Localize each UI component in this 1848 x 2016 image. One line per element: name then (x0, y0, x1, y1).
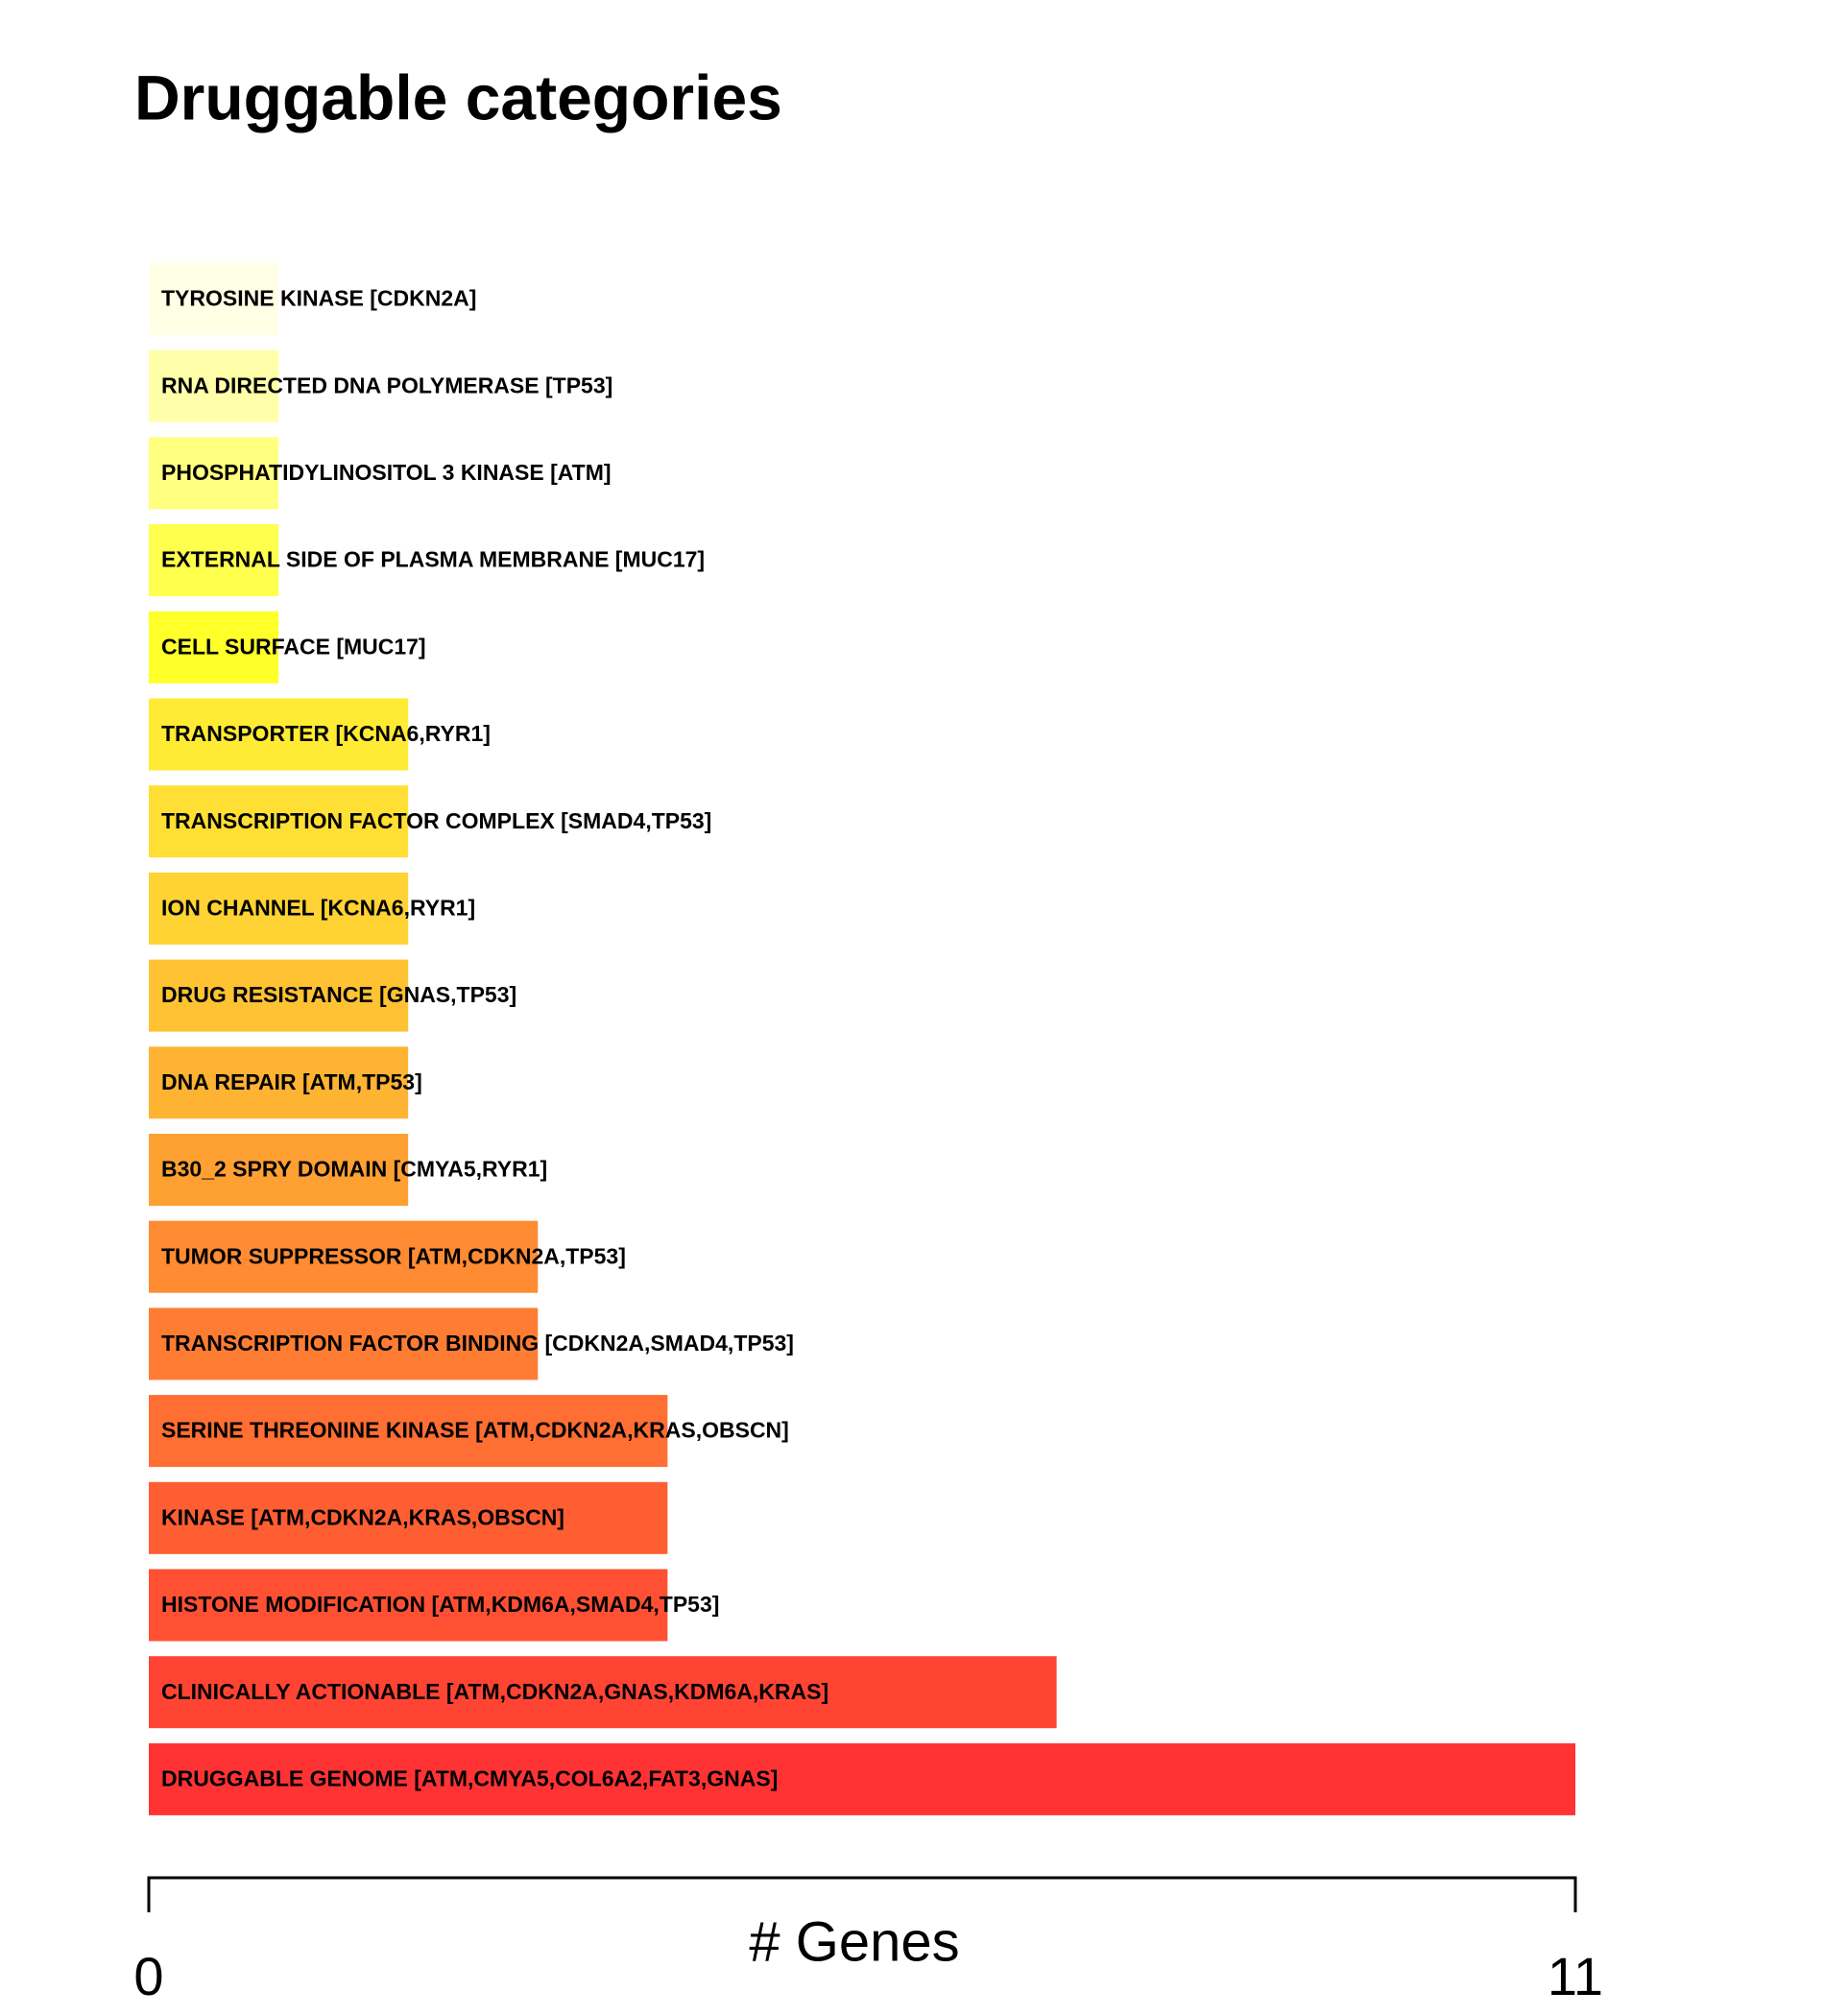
bar-label: B30_2 SPRY DOMAIN [CMYA5,RYR1] (161, 1157, 547, 1182)
bar-label: ION CHANNEL [KCNA6,RYR1] (161, 895, 475, 920)
bar-label: RNA DIRECTED DNA POLYMERASE [TP53] (161, 372, 612, 397)
bar-label: SERINE THREONINE KINASE [ATM,CDKN2A,KRAS… (161, 1418, 789, 1443)
bar (149, 611, 279, 684)
x-tick-label: 11 (1548, 1946, 1603, 2006)
bar-label: CELL SURFACE [MUC17] (161, 634, 426, 659)
bar (149, 437, 279, 510)
x-axis-label: # Genes (749, 1910, 959, 1973)
bar (149, 1481, 668, 1554)
bar-label: EXTERNAL SIDE OF PLASMA MEMBRANE [MUC17] (161, 547, 705, 572)
bar (149, 1046, 409, 1119)
bar (149, 785, 409, 858)
bar (149, 1220, 539, 1293)
x-tick-label: 0 (133, 1946, 163, 2006)
bar-label: CLINICALLY ACTIONABLE [ATM,CDKN2A,GNAS,K… (161, 1679, 828, 1704)
bar-label: DRUGGABLE GENOME [ATM,CMYA5,COL6A2,FAT3,… (161, 1765, 778, 1790)
bar (149, 1569, 668, 1642)
bar (149, 959, 409, 1032)
bar (149, 1656, 1057, 1729)
bar (149, 872, 409, 945)
bar-label: KINASE [ATM,CDKN2A,KRAS,OBSCN] (161, 1504, 564, 1529)
bar-label: HISTONE MODIFICATION [ATM,KDM6A,SMAD4,TP… (161, 1592, 719, 1617)
bar-label: TYROSINE KINASE [CDKN2A] (161, 286, 476, 311)
bar (149, 698, 409, 771)
bar (149, 1395, 668, 1468)
bar (149, 1134, 409, 1206)
bar (149, 524, 279, 597)
bar (149, 1742, 1575, 1815)
bar-label: TUMOR SUPPRESSOR [ATM,CDKN2A,TP53] (161, 1243, 626, 1268)
bar-label: DNA REPAIR [ATM,TP53] (161, 1069, 422, 1094)
bar (149, 1308, 539, 1380)
bar-label: DRUG RESISTANCE [GNAS,TP53] (161, 982, 516, 1007)
bar-label: PHOSPHATIDYLINOSITOL 3 KINASE [ATM] (161, 460, 612, 485)
chart-title: Druggable categories (134, 61, 782, 132)
bar-label: TRANSPORTER [KCNA6,RYR1] (161, 721, 491, 746)
bar-label: TRANSCRIPTION FACTOR COMPLEX [SMAD4,TP53… (161, 808, 711, 833)
bar-label: TRANSCRIPTION FACTOR BINDING [CDKN2A,SMA… (161, 1331, 794, 1356)
bar (149, 263, 279, 335)
bar (149, 349, 279, 422)
